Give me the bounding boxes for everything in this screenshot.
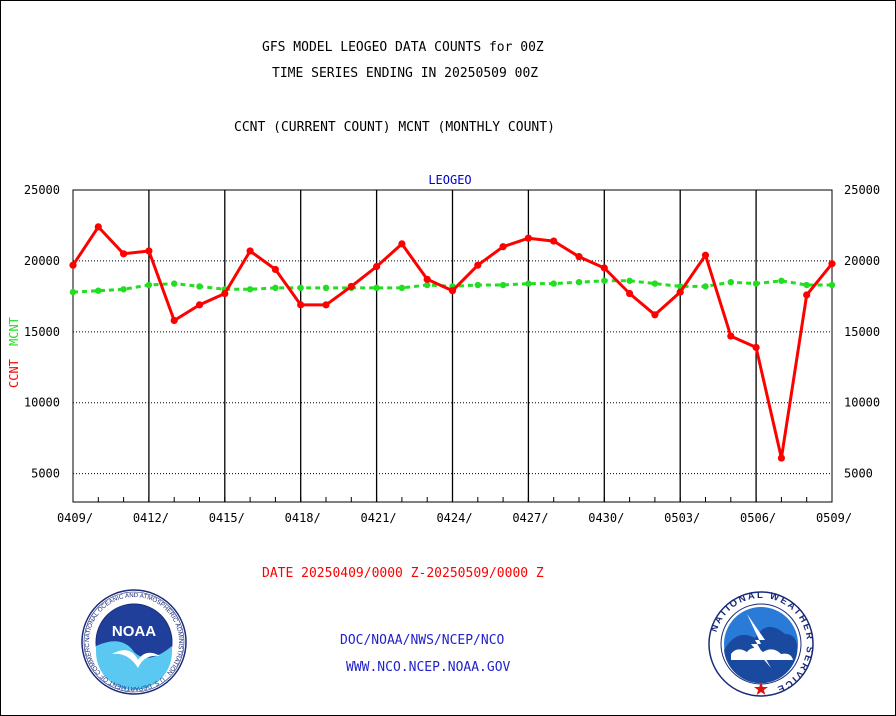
x-tick-label: 0509/ [816,511,852,525]
chart-title-line2: TIME SERIES ENDING IN 20250509 00Z [272,66,539,81]
data-point-ccnt [777,454,786,462]
data-point-ccnt [221,289,229,298]
data-point-mcnt [499,281,507,289]
data-point-ccnt [448,287,457,295]
data-point-mcnt [803,281,810,289]
data-point-ccnt [626,289,634,298]
x-tick-label: 0409/ [57,511,93,525]
data-point-mcnt [626,277,633,284]
data-point-mcnt [322,284,330,292]
data-point-ccnt [271,265,279,274]
data-point-mcnt [373,284,380,292]
data-point-mcnt [120,286,127,293]
data-point-mcnt [550,280,557,287]
y-tick-label-left: 10000 [24,396,60,410]
data-point-ccnt [550,237,558,245]
data-point-mcnt [398,284,406,292]
x-tick-label: 0421/ [361,511,397,525]
data-point-ccnt [246,247,254,255]
y-tick-label-right: 10000 [844,396,880,410]
data-point-ccnt [651,311,659,319]
panel-label: LEOGEO [428,173,471,187]
data-point-mcnt [727,278,734,286]
data-point-mcnt [575,278,583,286]
data-point-ccnt [322,301,330,309]
date-range-label: DATE 20250409/0000 Z-20250509/0000 Z [262,566,544,581]
data-point-mcnt [297,284,304,292]
x-tick-label: 0427/ [512,511,548,525]
data-point-ccnt [676,288,684,296]
y-tick-label-right: 25000 [844,183,880,197]
data-point-mcnt [246,286,254,293]
x-tick-label: 0424/ [436,511,472,525]
data-point-mcnt [69,288,77,296]
data-point-ccnt [94,223,102,231]
y-tick-label-left: 20000 [24,254,60,268]
data-point-mcnt [601,277,608,284]
y-tick-label-right: 15000 [844,325,880,339]
y-tick-label-right: 20000 [844,254,880,268]
chart-subtitle: CCNT (CURRENT COUNT) MCNT (MONTHLY COUNT… [234,120,555,135]
data-point-mcnt [171,280,178,287]
data-point-ccnt [803,291,811,299]
data-point-ccnt [398,240,406,248]
data-point-ccnt [69,261,77,269]
data-point-ccnt [195,301,204,309]
data-point-mcnt [702,283,709,290]
y-tick-label-left: 15000 [24,325,60,339]
data-point-ccnt [423,275,431,283]
data-point-ccnt [499,243,507,251]
data-point-mcnt [474,281,481,289]
x-tick-label: 0418/ [285,511,321,525]
data-point-ccnt [727,332,735,340]
data-point-ccnt [701,251,710,259]
y-tick-label-left: 5000 [31,467,60,481]
data-point-mcnt [525,280,532,287]
data-point-mcnt [752,280,760,287]
x-tick-label: 0503/ [664,511,700,525]
data-point-ccnt [373,262,381,271]
data-point-ccnt [347,282,355,291]
data-point-ccnt [600,264,608,272]
data-point-ccnt [752,343,760,352]
x-tick-label: 0412/ [133,511,169,525]
x-tick-label: 0430/ [588,511,624,525]
data-point-ccnt [170,316,178,325]
data-point-ccnt [524,234,533,242]
data-point-mcnt [778,277,785,284]
data-point-mcnt [145,281,153,289]
data-point-mcnt [651,280,659,287]
data-point-ccnt [575,253,583,261]
chart-title-line1: GFS MODEL LEOGEO DATA COUNTS for 00Z [262,40,544,55]
doc-noaa-link[interactable]: DOC/NOAA/NWS/NCEP/NCO [340,633,505,648]
data-point-mcnt [196,283,203,290]
x-tick-label: 0415/ [209,511,245,525]
data-point-ccnt [297,301,305,309]
y-axis-label-ccnt: CCNT [7,359,21,388]
data-point-mcnt [828,281,836,289]
data-point-mcnt [95,287,102,294]
data-point-mcnt [272,284,279,292]
x-tick-label: 0506/ [740,511,776,525]
data-point-ccnt [120,250,128,258]
y-axis-label-mcnt: MCNT [7,317,21,346]
data-point-ccnt [828,260,836,268]
nco-website-link[interactable]: WWW.NCO.NCEP.NOAA.GOV [346,660,511,675]
data-point-ccnt [474,261,482,269]
y-tick-label-right: 5000 [844,467,873,481]
y-tick-label-left: 25000 [24,183,60,197]
data-point-ccnt [145,247,153,255]
data-point-mcnt [424,281,431,289]
